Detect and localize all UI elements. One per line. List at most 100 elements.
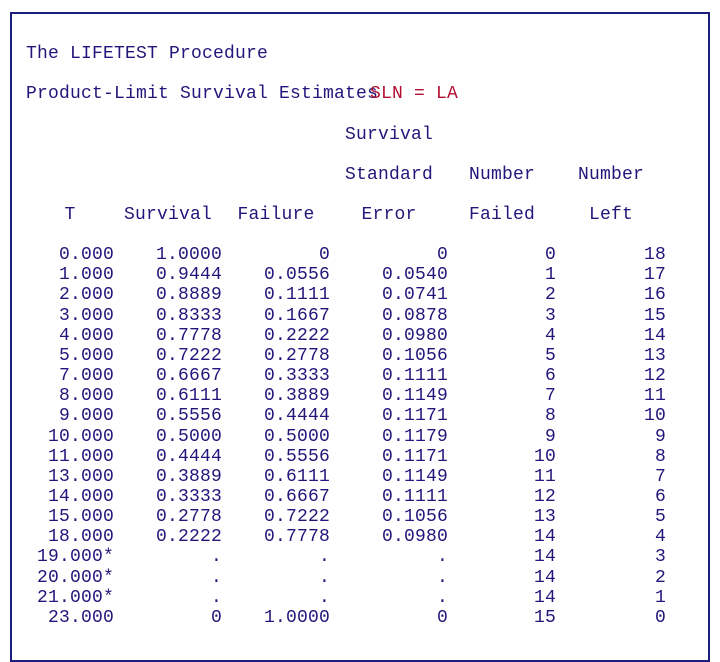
cell-num-failed: 14 bbox=[448, 568, 556, 588]
cell-survival: 0.6111 bbox=[114, 386, 222, 406]
table-row: 18.0000.22220.77780.0980144 bbox=[26, 527, 694, 547]
header-row-2: StandardNumberNumber bbox=[26, 165, 694, 185]
cell-num-left: 15 bbox=[556, 306, 666, 326]
cell-num-failed: 3 bbox=[448, 306, 556, 326]
cell-failure: 0.6111 bbox=[222, 467, 330, 487]
cell-num-failed: 13 bbox=[448, 507, 556, 527]
cell-num-left: 8 bbox=[556, 447, 666, 467]
cell-t: 1.000 bbox=[26, 265, 114, 285]
cell-t: 4.000 bbox=[26, 326, 114, 346]
cell-failure: 0.2778 bbox=[222, 346, 330, 366]
title-and-stratum-row: Product-Limit Survival Estimates SLN = LA bbox=[26, 84, 694, 104]
stratum-label: SLN = LA bbox=[370, 84, 488, 104]
cell-std-error: 0.1056 bbox=[330, 346, 448, 366]
cell-failure: 0.0556 bbox=[222, 265, 330, 285]
title-line-1: The LIFETEST Procedure bbox=[26, 44, 694, 64]
cell-num-left: 6 bbox=[556, 487, 666, 507]
cell-failure: 0.6667 bbox=[222, 487, 330, 507]
cell-t: 9.000 bbox=[26, 406, 114, 426]
cell-num-failed: 9 bbox=[448, 427, 556, 447]
cell-std-error: 0.1149 bbox=[330, 467, 448, 487]
output-frame: The LIFETEST Procedure Product-Limit Sur… bbox=[10, 12, 710, 662]
table-row: 23.00001.00000150 bbox=[26, 608, 694, 628]
table-row: 13.0000.38890.61110.1149117 bbox=[26, 467, 694, 487]
cell-num-left: 3 bbox=[556, 547, 666, 567]
col-header-failure: Failure bbox=[222, 205, 330, 225]
cell-t: 10.000 bbox=[26, 427, 114, 447]
cell-survival: 0.5556 bbox=[114, 406, 222, 426]
table-row: 5.0000.72220.27780.1056513 bbox=[26, 346, 694, 366]
cell-std-error: 0.0741 bbox=[330, 285, 448, 305]
cell-survival: 0.7222 bbox=[114, 346, 222, 366]
title-line-2: Product-Limit Survival Estimates bbox=[26, 84, 330, 104]
cell-failure: 0.3333 bbox=[222, 366, 330, 386]
cell-std-error: 0.1179 bbox=[330, 427, 448, 447]
cell-num-failed: 5 bbox=[448, 346, 556, 366]
cell-num-failed: 12 bbox=[448, 487, 556, 507]
cell-num-left: 14 bbox=[556, 326, 666, 346]
cell-num-failed: 4 bbox=[448, 326, 556, 346]
cell-t: 20.000* bbox=[26, 568, 114, 588]
cell-t: 21.000* bbox=[26, 588, 114, 608]
table-row: 1.0000.94440.05560.0540117 bbox=[26, 265, 694, 285]
cell-t: 11.000 bbox=[26, 447, 114, 467]
cell-num-left: 5 bbox=[556, 507, 666, 527]
cell-num-failed: 0 bbox=[448, 245, 556, 265]
cell-failure: 0.3889 bbox=[222, 386, 330, 406]
cell-num-failed: 2 bbox=[448, 285, 556, 305]
cell-num-left: 1 bbox=[556, 588, 666, 608]
cell-std-error: 0.0540 bbox=[330, 265, 448, 285]
cell-survival: . bbox=[114, 547, 222, 567]
cell-survival: 0.4444 bbox=[114, 447, 222, 467]
col-header-nleft-1: Number bbox=[556, 165, 666, 185]
cell-std-error: 0 bbox=[330, 245, 448, 265]
cell-survival: 0.8333 bbox=[114, 306, 222, 326]
cell-std-error: 0.1111 bbox=[330, 487, 448, 507]
cell-survival: 0.2222 bbox=[114, 527, 222, 547]
cell-num-failed: 15 bbox=[448, 608, 556, 628]
cell-std-error: . bbox=[330, 568, 448, 588]
cell-std-error: 0.0878 bbox=[330, 306, 448, 326]
cell-t: 19.000* bbox=[26, 547, 114, 567]
cell-failure: 0.5556 bbox=[222, 447, 330, 467]
table-row: 3.0000.83330.16670.0878315 bbox=[26, 306, 694, 326]
cell-num-failed: 14 bbox=[448, 527, 556, 547]
cell-survival: 0.5000 bbox=[114, 427, 222, 447]
cell-survival: 0.8889 bbox=[114, 285, 222, 305]
cell-std-error: 0.1171 bbox=[330, 406, 448, 426]
cell-num-left: 7 bbox=[556, 467, 666, 487]
table-body: 0.0001.0000000181.0000.94440.05560.05401… bbox=[26, 245, 694, 628]
cell-survival: 0.3333 bbox=[114, 487, 222, 507]
cell-failure: 0.7222 bbox=[222, 507, 330, 527]
table-row: 4.0000.77780.22220.0980414 bbox=[26, 326, 694, 346]
cell-failure: 0.2222 bbox=[222, 326, 330, 346]
cell-num-left: 11 bbox=[556, 386, 666, 406]
cell-num-failed: 6 bbox=[448, 366, 556, 386]
cell-failure: 0.5000 bbox=[222, 427, 330, 447]
cell-failure: . bbox=[222, 588, 330, 608]
table-row: 14.0000.33330.66670.1111126 bbox=[26, 487, 694, 507]
cell-t: 18.000 bbox=[26, 527, 114, 547]
cell-failure: 0.7778 bbox=[222, 527, 330, 547]
col-header-se-1: Survival bbox=[330, 125, 448, 145]
cell-std-error: 0.1111 bbox=[330, 366, 448, 386]
cell-num-left: 10 bbox=[556, 406, 666, 426]
cell-num-failed: 7 bbox=[448, 386, 556, 406]
header-row-3: TSurvivalFailureErrorFailedLeft bbox=[26, 205, 694, 225]
cell-failure: . bbox=[222, 547, 330, 567]
col-header-survival: Survival bbox=[114, 205, 222, 225]
cell-failure: 1.0000 bbox=[222, 608, 330, 628]
cell-survival: 0.9444 bbox=[114, 265, 222, 285]
cell-survival: 0 bbox=[114, 608, 222, 628]
cell-num-left: 2 bbox=[556, 568, 666, 588]
cell-failure: . bbox=[222, 568, 330, 588]
cell-num-left: 17 bbox=[556, 265, 666, 285]
cell-num-failed: 8 bbox=[448, 406, 556, 426]
cell-num-left: 16 bbox=[556, 285, 666, 305]
cell-failure: 0.4444 bbox=[222, 406, 330, 426]
cell-survival: . bbox=[114, 568, 222, 588]
cell-t: 5.000 bbox=[26, 346, 114, 366]
cell-t: 14.000 bbox=[26, 487, 114, 507]
cell-std-error: 0.1171 bbox=[330, 447, 448, 467]
cell-num-failed: 10 bbox=[448, 447, 556, 467]
